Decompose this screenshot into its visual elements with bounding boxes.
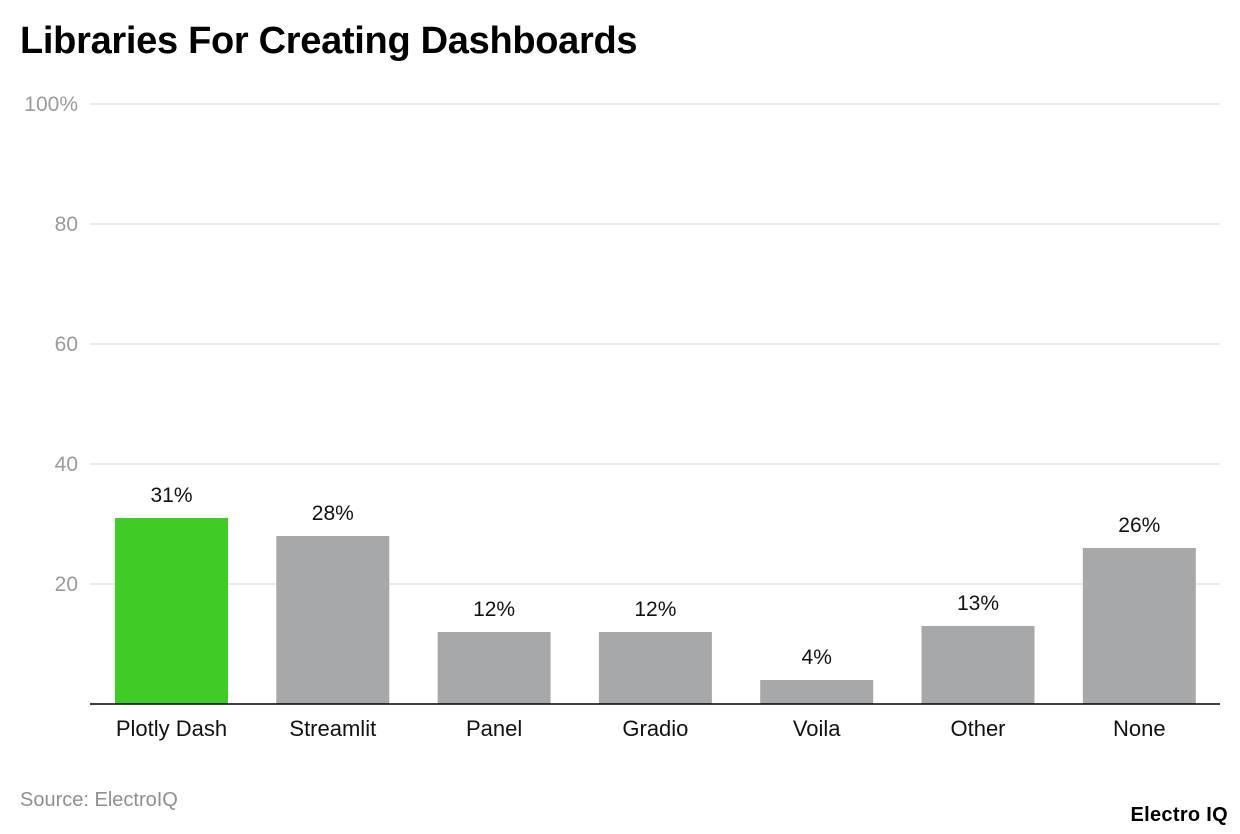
bar-value-label: 28% bbox=[312, 502, 354, 525]
bar-plotly-dash bbox=[115, 518, 228, 704]
source-note: Source: ElectroIQ bbox=[20, 789, 178, 811]
bar-voila bbox=[760, 680, 874, 704]
x-tick-label: Plotly Dash bbox=[116, 716, 227, 741]
bar-value-label: 4% bbox=[802, 646, 832, 669]
bar-panel bbox=[437, 632, 551, 704]
bar-streamlit bbox=[276, 536, 390, 704]
bar-value-label: 13% bbox=[957, 592, 999, 615]
y-tick-label: 40 bbox=[55, 453, 78, 476]
bar-other bbox=[921, 626, 1035, 704]
bar-value-label: 26% bbox=[1118, 514, 1160, 537]
y-tick-label: 20 bbox=[55, 573, 78, 596]
bars-layer bbox=[115, 518, 1196, 704]
brand-logo: Electro IQ bbox=[1130, 804, 1228, 826]
bar-value-label: 12% bbox=[473, 598, 515, 621]
bar-none bbox=[1082, 548, 1196, 704]
labels-layer: 31% Plotly Dash 28% Streamlit 12% Panel 12% Gra… bbox=[116, 484, 1166, 741]
bar-value-label: 12% bbox=[634, 598, 676, 621]
bar-value-label: 31% bbox=[150, 484, 192, 507]
y-tick-label: 80 bbox=[55, 213, 78, 236]
chart-title: Libraries For Creating Dashboards bbox=[20, 20, 638, 62]
x-tick-label: Streamlit bbox=[289, 716, 376, 741]
x-tick-label: Panel bbox=[466, 716, 522, 741]
bar-gradio bbox=[598, 632, 712, 704]
y-tick-label: 60 bbox=[55, 333, 78, 356]
bar-chart: 20 40 60 80 100% 31% Plotly Dash 28% Streamlit 1… bbox=[24, 93, 1220, 741]
y-tick-label: 100% bbox=[24, 93, 78, 116]
x-tick-label: Voila bbox=[793, 716, 841, 741]
x-tick-label: None bbox=[1113, 716, 1166, 741]
x-tick-label: Gradio bbox=[622, 716, 688, 741]
x-tick-label: Other bbox=[950, 716, 1005, 741]
